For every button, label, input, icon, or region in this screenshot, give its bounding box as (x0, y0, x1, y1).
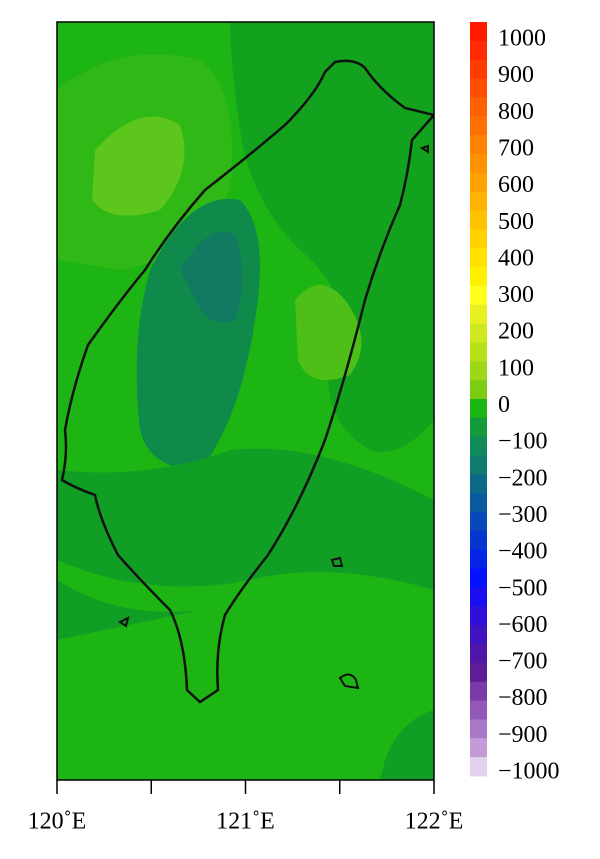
colorbar-segment (470, 153, 487, 174)
colorbar-segment (470, 97, 487, 117)
colorbar-segment (470, 267, 487, 287)
colorbar-segment (470, 700, 487, 720)
colorbar-segment (470, 625, 487, 645)
colorbar-label: −600 (498, 612, 548, 638)
colorbar-label: 600 (498, 172, 534, 198)
field (180, 231, 243, 323)
contour-fields (57, 22, 434, 780)
colorbar-label: −800 (498, 685, 548, 711)
colorbar-segment (470, 59, 487, 80)
colorbar-label: −100 (498, 429, 548, 455)
field (295, 285, 362, 380)
colorbar-segment (470, 681, 487, 702)
colorbar-segment (470, 644, 487, 664)
colorbar-segment (470, 549, 487, 570)
colorbar-segment (470, 738, 487, 758)
colorbar-label: 500 (498, 209, 534, 235)
coastline (60, 59, 434, 704)
colorbar-label: 200 (498, 319, 534, 345)
colorbar-segment (470, 399, 487, 419)
colorbar-segment (470, 285, 487, 306)
colorbar-segment (470, 323, 487, 343)
field (57, 580, 200, 640)
colorbar-segment (470, 719, 487, 739)
colorbar-label: 100 (498, 355, 534, 381)
colorbar-label: −300 (498, 502, 548, 528)
colorbar-segment (470, 116, 487, 136)
colorbar-segment (470, 606, 487, 626)
colorbar-segment (470, 361, 487, 381)
colorbar-segment (470, 135, 487, 155)
colorbar-label: 400 (498, 245, 534, 271)
colorbar-segment (470, 474, 487, 494)
colorbar-label: 900 (498, 62, 534, 88)
colorbar-label: 700 (498, 135, 534, 161)
colorbar-segment (470, 172, 487, 193)
colorbar-label: −700 (498, 649, 548, 675)
island-outline (118, 144, 429, 690)
colorbar-segment (470, 78, 487, 98)
colorbar-label: −200 (498, 465, 548, 491)
field (57, 448, 434, 590)
colorbar-segment (470, 22, 487, 42)
colorbar-segment (470, 587, 487, 607)
colorbar-label: −1000 (498, 759, 560, 785)
colorbar-label: −400 (498, 539, 548, 565)
colorbar-segment (470, 191, 487, 211)
colorbar-segment (470, 210, 487, 230)
colorbar-segment (470, 493, 487, 513)
colorbar-segment (470, 455, 487, 475)
colorbar-label: −900 (498, 722, 548, 748)
x-tick-label: 121˚E (216, 809, 275, 835)
colorbar-label: 0 (498, 392, 510, 418)
colorbar-segment (470, 512, 487, 532)
x-tick-label: 122˚E (405, 809, 464, 835)
x-tick-label: 120˚E (28, 809, 87, 835)
colorbar-label: 300 (498, 282, 534, 308)
colorbar-segment (470, 568, 487, 588)
colorbar-segment (470, 530, 487, 551)
colorbar-label: 800 (498, 99, 534, 125)
field (380, 710, 434, 780)
colorbar-label: 1000 (498, 26, 546, 52)
colorbar-segment (470, 342, 487, 362)
field (92, 116, 185, 216)
colorbar-label: −500 (498, 575, 548, 601)
colorbar-segment (470, 417, 487, 438)
colorbar-segment (470, 380, 487, 400)
colorbar-segment (470, 662, 487, 683)
colorbar-segment (470, 757, 487, 777)
colorbar-segment (470, 40, 487, 61)
colorbar-segment (470, 229, 487, 249)
colorbar-segment (470, 436, 487, 457)
colorbar-segment (470, 248, 487, 268)
colorbar-segment (470, 304, 487, 325)
